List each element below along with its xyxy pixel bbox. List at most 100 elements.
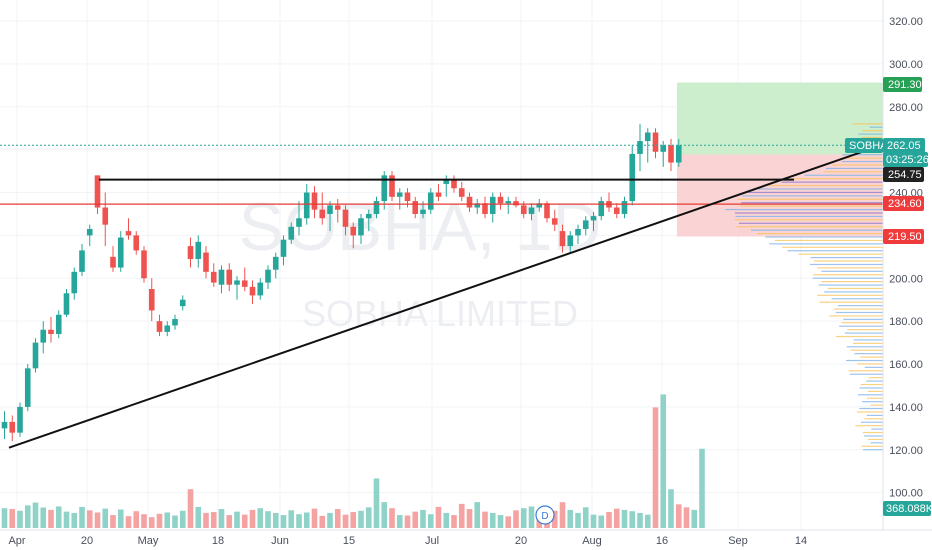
interval-badge[interactable]: D <box>535 505 555 525</box>
volume-profile-row <box>860 383 883 386</box>
candle-body <box>71 271 78 294</box>
volume-bar <box>451 515 457 528</box>
interval-badge-circle[interactable] <box>535 505 555 525</box>
candle-body <box>327 205 333 214</box>
volume-bar <box>79 506 85 528</box>
volume-bar <box>226 515 233 528</box>
volume-profile-row <box>774 239 883 242</box>
resistance-tag-bg <box>883 167 924 182</box>
candle-body <box>187 246 194 259</box>
candle-body <box>404 192 411 202</box>
candle-body <box>110 256 116 268</box>
volume-bar <box>125 516 132 528</box>
time-axis-label: Sep <box>728 535 748 547</box>
candle-body <box>179 299 186 307</box>
volume-profile-row <box>817 267 883 269</box>
volume-profile-row <box>839 325 883 327</box>
candle-body <box>9 421 16 433</box>
volume-bar <box>412 511 419 528</box>
volume-profile-row <box>847 329 883 331</box>
volume-profile-row <box>835 335 883 338</box>
candle-body <box>660 145 667 152</box>
volume-profile-row <box>843 318 883 320</box>
volume-bar <box>24 505 31 528</box>
volume-bar <box>590 514 597 528</box>
volume-tag-label: 368.088K <box>886 503 932 515</box>
volume-profile-row <box>870 442 883 444</box>
volume-bar <box>644 514 651 528</box>
candle-body <box>590 216 597 221</box>
volume-profile-row <box>782 246 883 248</box>
target-price-tag: 291.30 <box>883 77 922 92</box>
volume-profile-row <box>756 232 883 235</box>
volume-profile-row <box>870 404 883 406</box>
volume-profile-row <box>863 449 883 451</box>
volume-profile-row <box>860 421 883 423</box>
stop-price-tag: 219.50 <box>883 229 924 244</box>
volume-bar <box>71 512 78 528</box>
candle-body <box>280 239 287 257</box>
volume-profile-row <box>725 208 883 211</box>
price-tags: 291.30 SOBHA 262.05 03:25:26 254.75 234.… <box>845 77 932 516</box>
candle-body <box>249 286 256 296</box>
volume-bar <box>466 509 473 528</box>
volume-bar <box>133 511 140 528</box>
volume-bar <box>443 512 450 528</box>
volume-profile-row <box>854 353 883 355</box>
price-axis[interactable]: 100.00120.00140.00160.00180.00200.00220.… <box>889 16 923 500</box>
volume-profile-row <box>810 256 883 259</box>
volume-profile-row <box>835 311 883 314</box>
candle-body <box>226 269 233 285</box>
candle-body <box>427 192 434 210</box>
drawn-lines[interactable] <box>0 144 883 449</box>
candle-body <box>32 342 39 369</box>
volume-profile-row <box>819 301 883 303</box>
candle-body <box>412 201 419 214</box>
volume-bar <box>195 506 202 528</box>
price-axis-label: 140.00 <box>889 402 923 414</box>
volume-profile-row <box>734 219 883 221</box>
volume-profile-row <box>765 236 883 238</box>
price-axis-label: 100.00 <box>889 488 923 500</box>
time-axis-label: Apr <box>8 535 25 547</box>
time-axis[interactable]: Apr 20 May 18 Jun 15 Jul 20 Aug 16 Sep 14 <box>8 535 807 547</box>
interval-badge-label: D <box>541 511 548 522</box>
price-axis-label: 320.00 <box>889 16 923 28</box>
volume-profile-row <box>787 250 883 252</box>
last-price-tag-bg <box>883 138 925 153</box>
time-axis-label: 20 <box>81 535 93 547</box>
volume-profile-row <box>841 160 883 163</box>
volume-bar <box>319 515 326 528</box>
volume-bar <box>482 511 488 528</box>
candle-body <box>544 203 550 219</box>
volume-profile-row <box>813 260 883 262</box>
candle-body <box>40 329 47 343</box>
volume-bar <box>404 515 411 528</box>
candle-body <box>489 196 496 214</box>
resistance-price-tag: 254.75 <box>883 167 924 182</box>
volume-profile-row <box>871 428 883 430</box>
volume-profile-row <box>844 332 883 334</box>
candle-body <box>435 192 442 197</box>
candle-body <box>358 218 364 236</box>
volume-profile-row <box>769 184 883 187</box>
volume-profile-row <box>809 263 883 266</box>
volume-bar <box>172 515 178 528</box>
volume-profile-row <box>841 322 883 324</box>
volume-profile-row <box>798 253 883 255</box>
candle-body <box>668 145 674 163</box>
volume-profile-row <box>866 414 883 416</box>
candle-body <box>474 203 481 208</box>
volume-profile-row <box>858 394 883 396</box>
volume-profile-row <box>848 370 883 372</box>
stop-tag-bg <box>883 229 924 244</box>
candle-body <box>172 319 178 326</box>
volume-bar <box>528 506 535 528</box>
candle-body <box>644 132 651 142</box>
volume-profile-row <box>739 205 883 207</box>
candle-body <box>265 269 271 283</box>
countdown-tag-label: 03:25:26 <box>886 154 929 166</box>
resistance-tag-label: 254.75 <box>888 169 922 181</box>
volume-bar <box>141 514 147 528</box>
